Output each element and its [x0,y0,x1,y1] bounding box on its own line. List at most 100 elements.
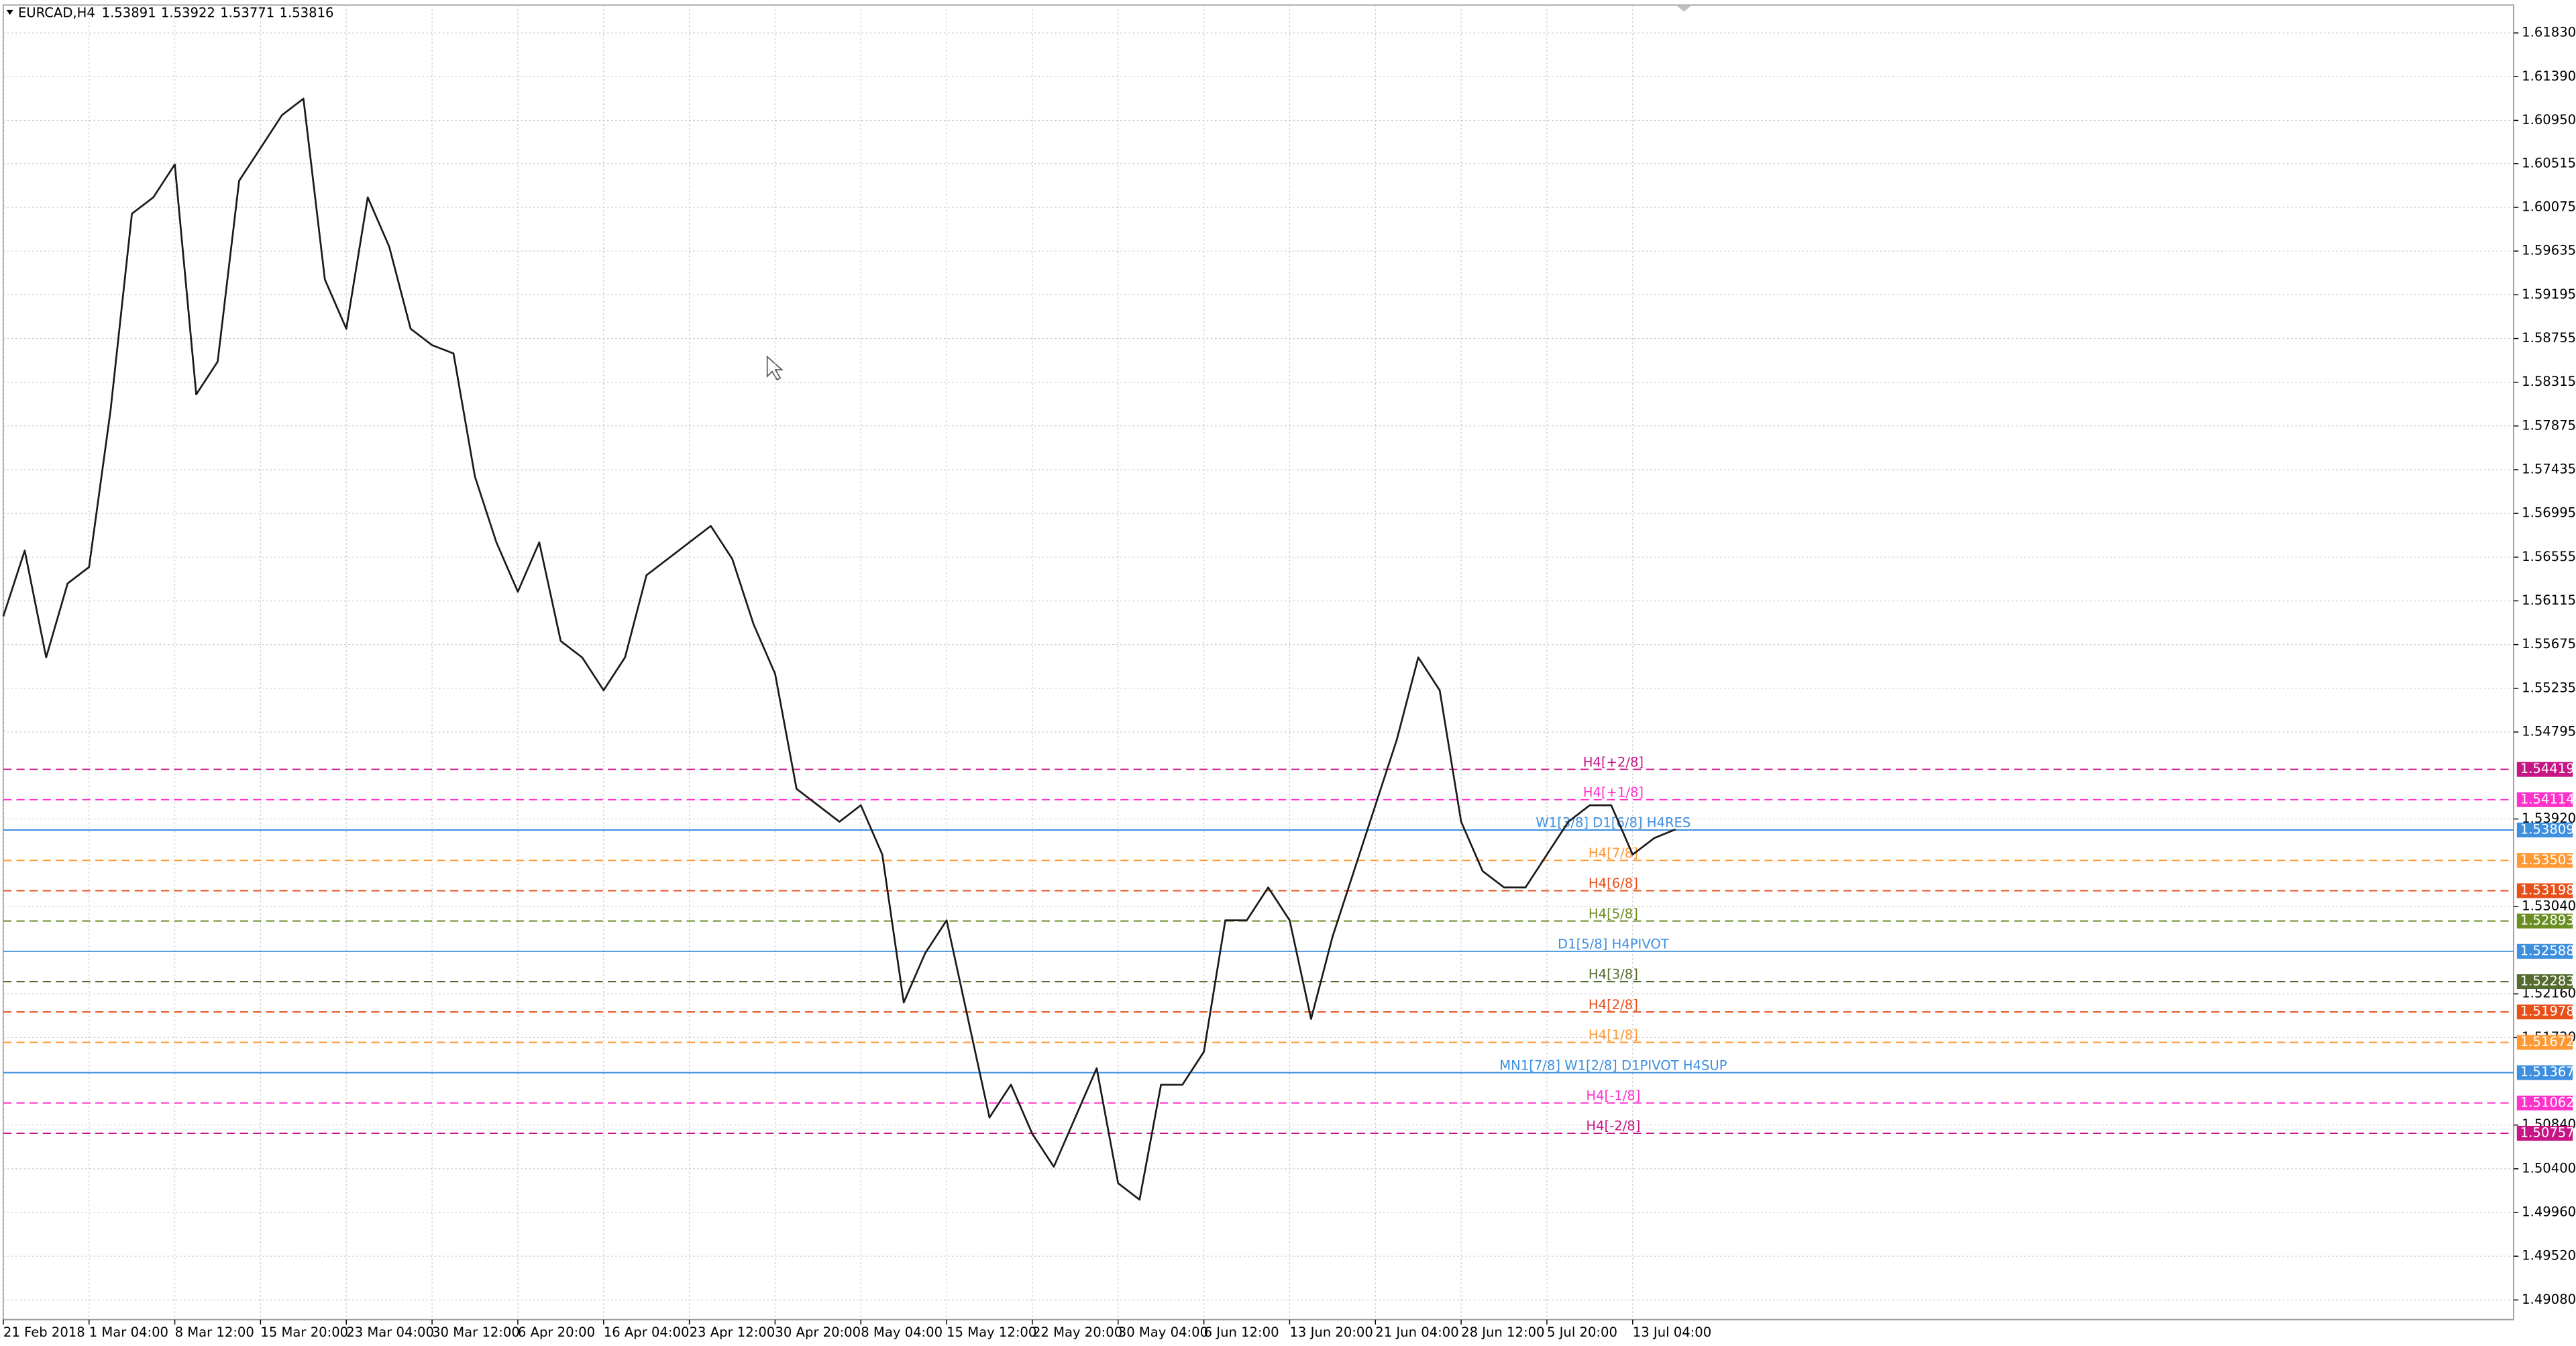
level-price-box [2516,1004,2573,1020]
x-tick-label: 8 Mar 12:00 [175,1325,254,1340]
y-tick-label: 1.57435 [2522,461,2576,476]
x-tick-label: 15 Mar 20:00 [260,1325,348,1340]
level-label: W1[3/8] D1[6/8] H4RES [1536,815,1690,831]
x-tick-label: 23 Apr 12:00 [690,1325,775,1340]
x-tick-label: 30 Apr 20:00 [775,1325,861,1340]
level-price-label: 1.54419 [2520,761,2575,776]
y-tick-label: 1.56555 [2522,549,2576,564]
price-line [2,97,1676,1201]
y-tick-label: 1.58315 [2522,374,2576,389]
y-tick-label: 1.54795 [2522,723,2576,739]
level-price-box [2516,1125,2573,1141]
level-price-label: 1.51367 [2520,1064,2575,1080]
level-price-box [2516,883,2573,898]
y-tick-label: 1.56115 [2522,592,2576,608]
y-tick-label: 1.50400 [2522,1160,2576,1176]
y-tick-label: 1.61390 [2522,68,2576,84]
level-price-box [2516,792,2573,807]
level-price-label: 1.50757 [2520,1125,2575,1140]
level-label: H4[5/8] [1589,906,1638,921]
x-tick-label: 28 Jun 12:00 [1461,1325,1544,1340]
level-price-label: 1.51062 [2520,1094,2575,1110]
level-label: H4[1/8] [1589,1027,1638,1043]
level-label: D1[5/8] H4PIVOT [1558,937,1670,952]
y-tick-label: 1.55675 [2522,636,2576,652]
y-tick-label: 1.56995 [2522,505,2576,521]
symbol-title: EURCAD,H4 [18,5,95,20]
level-price-box [2516,974,2573,990]
level-price-label: 1.52893 [2520,913,2575,928]
symbol-menu-arrow[interactable] [6,9,13,15]
x-tick-label: 6 Jun 12:00 [1204,1325,1279,1340]
x-tick-label: 21 Jun 04:00 [1375,1325,1458,1340]
bar-low: 1.53771 [220,5,274,20]
x-tick-label: 23 Mar 04:00 [346,1325,434,1340]
level-price-box [2516,1065,2573,1080]
axes-layer: 1.61830 1.61390 1.60950 1.60515 1.60075 1.596… [3,25,2576,1340]
level-price-box [2516,853,2573,868]
level-label: H4[3/8] [1589,967,1638,982]
level-label: H4[+1/8] [1583,785,1644,800]
y-tick-label: 1.59635 [2522,243,2576,258]
level-price-box [2516,822,2573,838]
mouse-cursor [766,355,784,380]
y-tick-label: 1.49960 [2522,1204,2576,1220]
y-tick-label: 1.57875 [2522,417,2576,433]
level-price-box [2516,1035,2573,1050]
level-price-label: 1.52283 [2520,973,2575,988]
y-tick-label: 1.49080 [2522,1292,2576,1307]
x-tick-label: 13 Jun 20:00 [1289,1325,1373,1340]
x-tick-label: 1 Mar 04:00 [89,1325,168,1340]
y-tick-label: 1.61830 [2522,25,2576,40]
plot-frame [2,4,2514,1321]
bar-close: 1.53816 [280,5,334,20]
x-tick-label: 21 Feb 2018 [3,1325,85,1340]
y-tick-label: 1.60075 [2522,199,2576,215]
shift-marker[interactable] [1675,5,1693,12]
level-price-box [2516,762,2573,777]
x-tick-label: 30 Mar 12:00 [432,1325,520,1340]
level-price-label: 1.51672 [2520,1034,2575,1049]
x-tick-label: 30 May 04:00 [1118,1325,1208,1340]
level-price-box [2516,913,2573,929]
x-tick-label: 8 May 04:00 [861,1325,943,1340]
level-label: MN1[7/8] W1[2/8] D1PIVOT H4SUP [1499,1057,1727,1073]
x-tick-label: 13 Jul 04:00 [1633,1325,1711,1340]
y-tick-label: 1.60950 [2522,112,2576,127]
bar-high: 1.53922 [161,5,215,20]
level-price-label: 1.53503 [2520,852,2575,868]
y-tick-label: 1.55235 [2522,680,2576,695]
grid-layer [3,5,2514,1320]
level-label: H4[+2/8] [1583,754,1644,770]
level-price-box [2516,943,2573,959]
level-price-label: 1.53198 [2520,882,2575,898]
level-price-label: 1.53809 [2520,821,2575,837]
chart-header: EURCAD,H4 1.53891 1.53922 1.53771 1.53816 [18,5,334,20]
y-tick-label: 1.52160 [2522,986,2576,1001]
level-price-box [2516,1095,2573,1110]
x-tick-label: 6 Apr 20:00 [518,1325,595,1340]
level-label: H4[-2/8] [1586,1119,1640,1134]
level-label: H4[6/8] [1589,876,1638,891]
y-tick-label: 1.53040 [2522,898,2576,913]
levels-layer: H4[+2/8] H4[+1/8] W1[3/8] D1[6/8] H4RES H4[… [3,754,2514,1134]
bar-open: 1.53891 [102,5,156,20]
y-tick-label: 1.49520 [2522,1248,2576,1263]
level-label: H4[2/8] [1589,997,1638,1013]
series-layer [2,97,1676,1201]
level-price-label: 1.54114 [2520,791,2575,807]
x-tick-label: 22 May 20:00 [1032,1325,1122,1340]
y-tick-label: 1.58755 [2522,330,2576,346]
level-label: H4[7/8] [1589,845,1638,861]
y-tick-label: 1.60515 [2522,155,2576,170]
level-price-label: 1.51978 [2520,1004,2575,1019]
y-tick-label: 1.53920 [2522,811,2576,826]
y-tick-label: 1.59195 [2522,287,2576,302]
x-tick-label: 16 Apr 04:00 [604,1325,690,1340]
x-tick-label: 15 May 12:00 [947,1325,1036,1340]
x-tick-label: 5 Jul 20:00 [1547,1325,1617,1340]
level-label: H4[-1/8] [1586,1088,1640,1104]
level-price-label: 1.52588 [2520,943,2575,958]
